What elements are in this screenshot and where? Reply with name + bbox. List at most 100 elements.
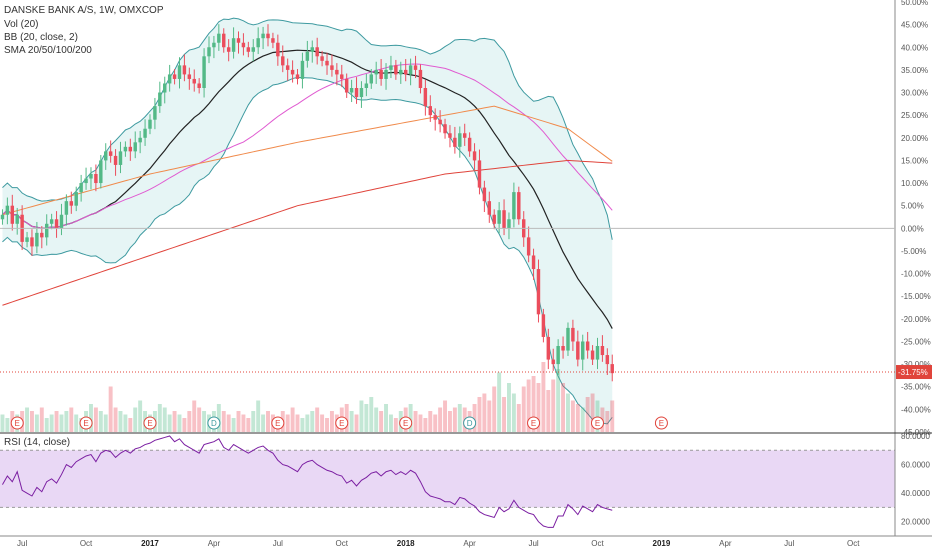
rsi-tick-label: 80.0000 xyxy=(901,432,930,441)
candle-body xyxy=(492,214,496,224)
event-letter: D xyxy=(211,419,217,428)
volume-bar xyxy=(34,414,39,432)
volume-bar xyxy=(570,400,575,432)
candle-body xyxy=(344,78,349,93)
candle-body xyxy=(99,160,103,184)
candle-body xyxy=(403,69,408,75)
volume-bar xyxy=(187,411,192,432)
volume-bar xyxy=(354,414,359,432)
x-tick-label: Apr xyxy=(719,539,732,548)
volume-bar xyxy=(590,393,595,432)
candle-body xyxy=(167,74,172,84)
candle-body xyxy=(40,232,44,238)
candle-body xyxy=(153,106,157,120)
y-tick-label: -40.00% xyxy=(901,405,931,414)
volume-bar xyxy=(482,393,487,432)
volume-bar xyxy=(172,411,177,432)
candle-body xyxy=(453,137,457,147)
volume-bar xyxy=(393,418,398,432)
volume-bar xyxy=(0,414,5,432)
vol-legend[interactable]: Vol (20) xyxy=(4,19,39,30)
candle-body xyxy=(462,133,467,138)
volume-bar xyxy=(423,418,428,432)
earnings-marker xyxy=(527,416,541,430)
candle-body xyxy=(79,183,83,193)
candle-body xyxy=(448,133,452,138)
candle-body xyxy=(359,88,364,98)
volume-bar xyxy=(379,411,384,432)
x-tick-label: Oct xyxy=(591,539,604,548)
volume-bar xyxy=(531,376,536,432)
rsi-legend[interactable]: RSI (14, close) xyxy=(4,437,71,448)
candle-body xyxy=(236,38,241,43)
volume-bar xyxy=(492,386,497,432)
candle-body xyxy=(123,146,128,152)
candle-body xyxy=(610,364,614,374)
candle-body xyxy=(49,219,54,224)
y-tick-label: 0.00% xyxy=(901,224,924,233)
volume-bar xyxy=(384,404,388,432)
event-letter: E xyxy=(83,419,88,428)
x-tick-label: Oct xyxy=(336,539,349,548)
candle-body xyxy=(74,192,78,206)
earnings-marker xyxy=(335,416,349,430)
volume-bar xyxy=(93,407,98,432)
candle-body xyxy=(428,106,433,116)
y-tick-label: -20.00% xyxy=(901,315,931,324)
candle-body xyxy=(276,42,280,57)
volume-bar xyxy=(54,411,59,432)
candle-body xyxy=(158,92,162,107)
candle-body xyxy=(54,219,59,229)
candle-body xyxy=(271,38,275,43)
candle-body xyxy=(561,346,565,351)
candle-body xyxy=(69,201,74,206)
y-tick-label: 20.00% xyxy=(901,134,928,143)
volume-bar xyxy=(477,397,482,432)
volume-bar xyxy=(315,407,320,432)
volume-bar xyxy=(556,369,561,432)
rsi-tick-label: 40.0000 xyxy=(901,489,930,498)
volume-bar xyxy=(511,393,516,432)
volume-bar xyxy=(566,393,570,432)
candle-body xyxy=(394,65,398,75)
volume-bar xyxy=(300,418,305,432)
y-tick-label: 50.00% xyxy=(901,0,928,7)
candle-body xyxy=(595,346,600,360)
volume-bar xyxy=(329,411,334,432)
volume-bar xyxy=(447,411,452,432)
candle-body xyxy=(5,205,10,215)
candle-body xyxy=(89,174,93,179)
volume-bar xyxy=(192,400,197,432)
candle-body xyxy=(182,65,187,75)
volume-bar xyxy=(103,414,108,432)
volume-bar xyxy=(59,414,64,432)
volume-bar xyxy=(221,411,226,432)
event-letter: E xyxy=(339,419,344,428)
earnings-marker xyxy=(590,416,604,430)
sma-legend[interactable]: SMA 20/50/100/200 xyxy=(4,45,92,56)
volume-bar xyxy=(388,414,393,432)
candle-body xyxy=(148,119,152,129)
candle-body xyxy=(94,174,98,184)
candle-body xyxy=(113,155,118,165)
x-tick-label: Jul xyxy=(273,539,283,548)
candle-body xyxy=(374,69,378,75)
volume-bar xyxy=(457,404,462,432)
candle-body xyxy=(590,350,595,360)
candle-body xyxy=(531,255,536,270)
volume-bar xyxy=(428,411,433,432)
candle-body xyxy=(256,38,260,48)
event-letter: D xyxy=(467,419,473,428)
candle-body xyxy=(128,146,133,152)
volume-bar xyxy=(98,411,103,432)
bb-legend[interactable]: BB (20, close, 2) xyxy=(4,32,78,43)
candle-body xyxy=(526,237,531,256)
y-tick-label: 10.00% xyxy=(901,179,928,188)
volume-bar xyxy=(241,414,246,432)
volume-bar xyxy=(305,414,310,432)
candle-body xyxy=(605,355,610,365)
y-tick-label: -15.00% xyxy=(901,292,931,301)
y-tick-label: -5.00% xyxy=(901,247,926,256)
volume-bar xyxy=(167,414,172,432)
